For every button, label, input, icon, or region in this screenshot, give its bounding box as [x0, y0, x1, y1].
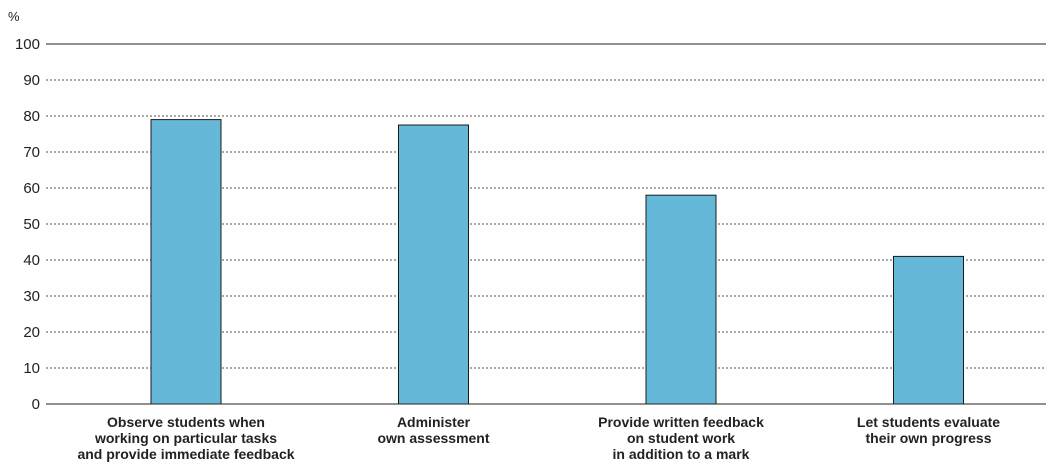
y-tick-label: 80 [23, 108, 40, 125]
y-tick-label: 20 [23, 324, 40, 341]
x-category-label: Let students evaluate their own progress [857, 414, 1000, 446]
bar [150, 119, 222, 405]
y-tick-label: 70 [23, 144, 40, 161]
y-tick-label: 30 [23, 288, 40, 305]
y-axis-ticks: 0 10 20 30 40 50 60 70 80 90 100 [15, 36, 40, 413]
y-tick-label: 40 [23, 252, 40, 269]
y-tick-label: 0 [32, 396, 40, 413]
y-tick-label: 100 [15, 36, 40, 53]
bar [893, 255, 964, 405]
y-tick-label: 90 [23, 72, 40, 89]
bars [150, 119, 964, 405]
x-category-label: Observe students when working on particul… [77, 414, 294, 462]
y-tick-label: 10 [23, 360, 40, 377]
bar [645, 194, 717, 405]
gridlines [46, 43, 1046, 369]
x-category-label: Administer own assessment [377, 414, 489, 446]
y-tick-label: 60 [23, 180, 40, 197]
bar [398, 124, 469, 405]
x-axis-category-labels: Observe students when working on particul… [77, 414, 1000, 462]
x-category-label: Provide written feedback on student work i… [598, 414, 764, 462]
y-axis-unit-label: % [8, 9, 20, 24]
y-tick-label: 50 [23, 216, 40, 233]
